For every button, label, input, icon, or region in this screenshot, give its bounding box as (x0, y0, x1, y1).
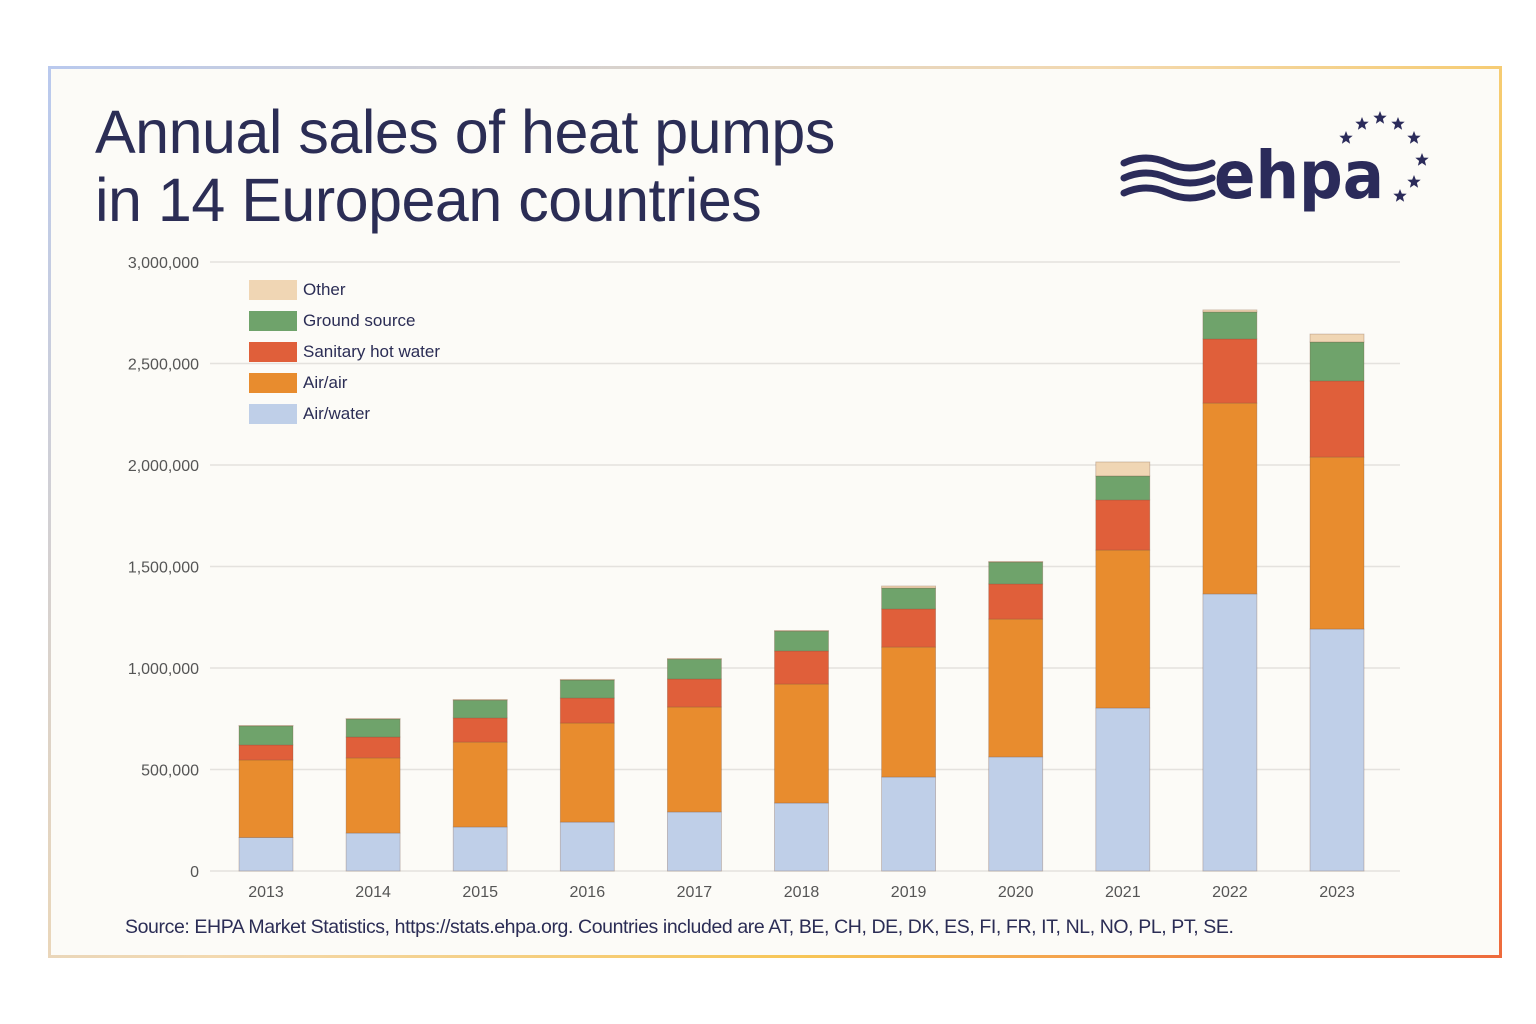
x-tick-label: 2017 (677, 884, 713, 901)
bar-segment-air-water (345, 832, 401, 872)
y-tick-label: 1,000,000 (128, 661, 199, 678)
x-tick-label: 2018 (784, 884, 820, 901)
stars-icon (1339, 111, 1429, 202)
bar-segment-air-air (667, 706, 722, 813)
star-icon (1339, 131, 1353, 144)
bar-segment-air-air (345, 757, 401, 834)
y-tick-label: 2,500,000 (128, 357, 199, 374)
bar-segment-air-air (881, 646, 936, 778)
x-tick-label: 2014 (355, 884, 391, 901)
bar-segment-ground-source (774, 630, 829, 652)
bar-segment-air-air (238, 759, 294, 838)
y-tick-label: 500,000 (141, 763, 199, 780)
x-tick-label: 2019 (891, 884, 927, 901)
bar-segment-air-water (667, 811, 722, 872)
chart-title: Annual sales of heat pumps in 14 Europea… (95, 98, 835, 234)
star-icon (1407, 175, 1421, 188)
bar-segment-air-air (559, 722, 615, 823)
bar-segment-other (1202, 309, 1258, 313)
y-tick-label: 2,000,000 (128, 458, 199, 475)
bar-segment-air-air (1202, 402, 1258, 595)
star-icon (1373, 111, 1387, 124)
bar-segment-air-water (881, 776, 936, 872)
title-line-2: in 14 European countries (95, 166, 762, 234)
legend-label: Sanitary hot water (303, 342, 440, 361)
bar-segment-sanitary-hot-water (667, 678, 722, 708)
bar-segment-sanitary-hot-water (559, 697, 615, 724)
bar-segment-ground-source (1095, 475, 1151, 501)
bar-segment-air-water (559, 821, 615, 872)
bar-segment-sanitary-hot-water (774, 650, 829, 685)
bar-segment-other (667, 658, 722, 660)
legend-label: Other (303, 280, 346, 299)
bar-segment-air-air (452, 741, 508, 828)
bar-segment-sanitary-hot-water (452, 717, 508, 743)
bar-segment-air-water (452, 826, 508, 872)
bar-segment-air-water (238, 837, 294, 872)
bar-segment-ground-source (559, 679, 615, 699)
bar-segment-air-water (1309, 628, 1365, 872)
bar-segment-sanitary-hot-water (238, 744, 294, 761)
bar-segment-air-air (1309, 456, 1365, 630)
bar-segment-ground-source (881, 587, 936, 610)
legend-label: Air/air (303, 373, 348, 392)
x-tick-label: 2022 (1212, 884, 1248, 901)
bar-segment-other (1095, 461, 1151, 477)
star-icon (1393, 189, 1407, 202)
x-tick-label: 2023 (1319, 884, 1355, 901)
bar-segment-sanitary-hot-water (345, 736, 401, 759)
source-note: Source: EHPA Market Statistics, https://… (125, 916, 1234, 938)
star-icon (1415, 153, 1429, 166)
legend-label: Air/water (303, 404, 370, 423)
bar-segment-ground-source (345, 718, 401, 738)
x-tick-label: 2020 (998, 884, 1034, 901)
legend-swatch (249, 342, 297, 362)
bar-segment-ground-source (1202, 311, 1258, 340)
star-icon (1355, 117, 1369, 130)
bar-segment-ground-source (988, 561, 1044, 585)
bar-segment-air-air (988, 618, 1044, 758)
bar-segment-sanitary-hot-water (1095, 499, 1151, 551)
bar-segment-ground-source (1309, 341, 1365, 382)
bar-segment-other (559, 678, 615, 681)
title-line-1: Annual sales of heat pumps (95, 98, 835, 166)
x-tick-label: 2021 (1105, 884, 1141, 901)
bar-segment-other (1309, 333, 1365, 343)
legend-swatch (249, 373, 297, 393)
legend-swatch (249, 311, 297, 331)
star-icon (1391, 117, 1405, 130)
bar-segment-other (881, 585, 936, 589)
legend-swatch (249, 280, 297, 300)
bar-segment-other (988, 561, 1044, 563)
y-tick-label: 0 (190, 864, 199, 881)
bar-segment-ground-source (238, 725, 294, 746)
bar-segment-air-water (988, 756, 1044, 872)
bar-segment-ground-source (667, 658, 722, 680)
bar-segment-air-water (1202, 593, 1258, 872)
star-icon (1407, 131, 1421, 144)
bar-segment-sanitary-hot-water (1202, 338, 1258, 404)
waves-icon (1120, 154, 1216, 202)
bar-segment-air-air (774, 683, 829, 804)
bar-segment-other (774, 630, 829, 632)
bar-segment-air-air (1095, 549, 1151, 709)
x-tick-label: 2015 (462, 884, 498, 901)
bar-segment-other (452, 699, 508, 701)
bar-segment-sanitary-hot-water (988, 583, 1044, 620)
legend-swatch (249, 404, 297, 424)
bar-segment-sanitary-hot-water (881, 608, 936, 648)
y-tick-label: 3,000,000 (128, 255, 199, 272)
bar-segment-air-water (1095, 707, 1151, 872)
bar-segment-ground-source (452, 699, 508, 719)
y-tick-label: 1,500,000 (128, 560, 199, 577)
legend-label: Ground source (303, 311, 415, 330)
logo-text: ehpa (1214, 137, 1384, 214)
bar-segment-air-water (774, 802, 829, 872)
bar-segment-sanitary-hot-water (1309, 380, 1365, 458)
ehpa-logo: ehpa (1120, 111, 1429, 214)
x-tick-label: 2016 (570, 884, 606, 901)
x-tick-label: 2013 (248, 884, 284, 901)
